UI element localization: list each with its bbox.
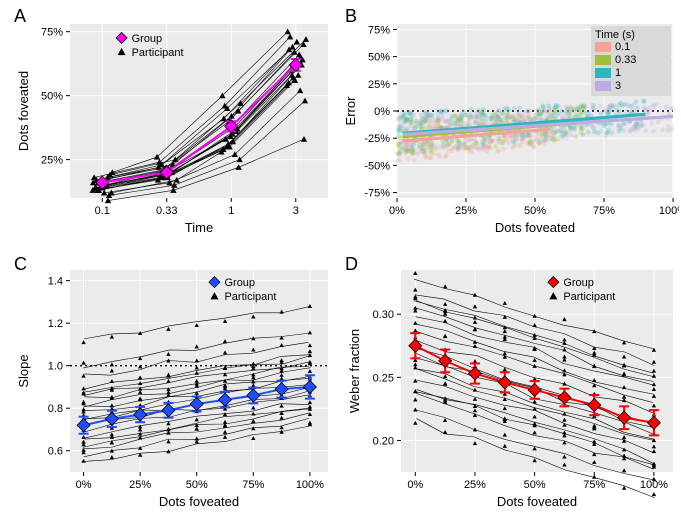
- svg-text:Participant: Participant: [132, 47, 184, 59]
- svg-text:Dots foveated: Dots foveated: [16, 71, 31, 151]
- svg-text:75%: 75%: [583, 479, 605, 491]
- svg-text:Error: Error: [343, 96, 358, 126]
- svg-text:Dots foveated: Dots foveated: [159, 494, 239, 509]
- svg-text:Dots foveated: Dots foveated: [497, 494, 577, 509]
- svg-text:50%: 50%: [41, 91, 63, 103]
- svg-text:25%: 25%: [455, 205, 477, 217]
- svg-text:100%: 100%: [659, 205, 679, 217]
- svg-text:0.25: 0.25: [373, 372, 394, 384]
- svg-text:1.2: 1.2: [48, 318, 63, 330]
- svg-text:1.4: 1.4: [48, 276, 63, 288]
- svg-text:Weber fraction: Weber fraction: [347, 329, 362, 413]
- svg-text:0.1: 0.1: [95, 205, 110, 217]
- svg-text:Dots foveated: Dots foveated: [495, 220, 575, 235]
- svg-text:75%: 75%: [242, 479, 264, 491]
- svg-text:0%: 0%: [389, 205, 405, 217]
- svg-text:3: 3: [293, 205, 299, 217]
- svg-text:1: 1: [615, 67, 621, 79]
- svg-text:Participant: Participant: [224, 291, 276, 303]
- panel-A: A Group Participant 0.1 0.33 1 3 25% 50% 75% Time D…: [12, 4, 336, 244]
- svg-text:Participant: Participant: [563, 291, 615, 303]
- svg-text:50%: 50%: [524, 205, 546, 217]
- svg-text:B: B: [345, 6, 357, 26]
- svg-text:0.6: 0.6: [48, 446, 63, 458]
- panel-B: B Time (s)0.10.3313 0% 25% 50% 75% 100% -75% -50…: [343, 4, 679, 244]
- panel-D: D Group Participant 0% 25% 50% 75% 100% 0.20 0.25…: [343, 252, 679, 520]
- svg-text:0%: 0%: [407, 479, 423, 491]
- svg-text:Time (s): Time (s): [595, 29, 635, 41]
- svg-text:3: 3: [615, 80, 621, 92]
- svg-text:0.20: 0.20: [373, 435, 394, 447]
- svg-text:-50%: -50%: [364, 160, 390, 172]
- svg-text:1.0: 1.0: [48, 361, 63, 373]
- svg-text:25%: 25%: [464, 479, 486, 491]
- svg-text:D: D: [345, 254, 358, 274]
- svg-text:100%: 100%: [296, 479, 324, 491]
- panel-C: C Group Participant 0% 25% 50% 75% 100% 0.6 0.8 1.…: [12, 252, 336, 520]
- svg-text:C: C: [14, 254, 27, 274]
- svg-text:A: A: [14, 6, 26, 26]
- svg-text:0%: 0%: [76, 479, 92, 491]
- svg-text:Time: Time: [185, 220, 213, 235]
- svg-text:Group: Group: [563, 277, 594, 289]
- svg-text:75%: 75%: [368, 24, 390, 36]
- svg-text:25%: 25%: [368, 79, 390, 91]
- svg-text:75%: 75%: [593, 205, 615, 217]
- svg-text:0.33: 0.33: [615, 54, 636, 66]
- svg-text:25%: 25%: [41, 155, 63, 167]
- svg-text:50%: 50%: [368, 52, 390, 64]
- svg-text:0.8: 0.8: [48, 403, 63, 415]
- svg-text:50%: 50%: [186, 479, 208, 491]
- svg-text:75%: 75%: [41, 27, 63, 39]
- svg-text:25%: 25%: [129, 479, 151, 491]
- svg-text:100%: 100%: [640, 479, 668, 491]
- svg-text:0%: 0%: [374, 106, 390, 118]
- svg-text:50%: 50%: [524, 479, 546, 491]
- svg-text:-25%: -25%: [364, 133, 390, 145]
- svg-text:-75%: -75%: [364, 188, 390, 200]
- svg-text:1: 1: [228, 205, 234, 217]
- svg-text:0.1: 0.1: [615, 41, 630, 53]
- svg-text:Slope: Slope: [16, 354, 31, 387]
- svg-text:0.30: 0.30: [373, 309, 394, 321]
- svg-text:0.33: 0.33: [156, 205, 177, 217]
- svg-text:Group: Group: [224, 277, 255, 289]
- svg-text:Group: Group: [132, 33, 163, 45]
